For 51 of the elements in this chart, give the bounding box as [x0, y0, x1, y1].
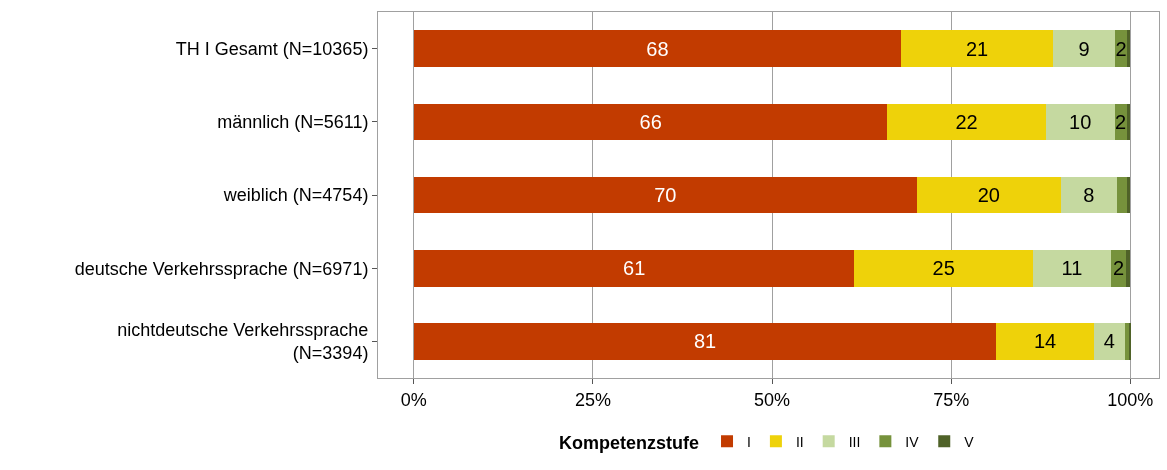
data-label: 2: [1115, 37, 1127, 60]
bar: [413, 30, 902, 67]
data-label: 68: [646, 37, 669, 60]
data-label: 70: [654, 184, 677, 206]
bar: [1093, 323, 1125, 360]
x-tick-label: 0%: [400, 389, 427, 410]
data-label: 11: [1061, 257, 1083, 280]
bar: [413, 249, 855, 287]
data-label: 8: [1083, 184, 1095, 206]
x-tick-label: 25%: [574, 389, 611, 410]
data-label: 4: [1103, 330, 1115, 353]
legend-label: I: [747, 433, 751, 450]
bar: [1052, 30, 1116, 67]
data-label: 9: [1078, 37, 1090, 60]
data-label: 10: [1069, 110, 1092, 133]
data-label: 22: [955, 110, 978, 133]
y-tick-label: nichtdeutsche Verkehrssprache (N=3394): [117, 320, 369, 364]
bar: [413, 103, 888, 141]
data-label: 81: [693, 330, 717, 353]
data-label: 20: [977, 184, 1000, 206]
data-label: 2: [1112, 257, 1125, 280]
bar: [1116, 176, 1127, 214]
y-tick-label: weiblich (N=4754): [222, 185, 369, 206]
x-tick-label: 50%: [754, 389, 791, 410]
bar: [1045, 103, 1115, 141]
legend-label: IV: [905, 433, 920, 450]
bar: [901, 30, 1053, 67]
legend-label: II: [795, 433, 804, 450]
bar: [413, 176, 917, 214]
bar: [996, 323, 1094, 360]
x-tick-label: 75%: [933, 389, 970, 410]
bar: [1060, 176, 1117, 214]
bar: [1126, 249, 1131, 287]
data-label: 2: [1115, 110, 1127, 133]
bar: [1032, 249, 1111, 287]
y-tick-label: TH I Gesamt (N=10365): [175, 38, 369, 59]
bar: [916, 176, 1061, 214]
data-label: 66: [639, 110, 662, 133]
y-tick-label: männlich (N=5611): [217, 112, 369, 133]
y-tick-label: deutsche Verkehrssprache (N=6971): [74, 258, 369, 279]
bar: [887, 103, 1046, 141]
data-label: 14: [1033, 330, 1057, 353]
legend-title: Kompetenzstufe: [559, 432, 700, 453]
x-tick-label: 100%: [1107, 389, 1154, 410]
bar: [854, 249, 1033, 287]
bar: [413, 323, 997, 360]
data-label: 25: [932, 257, 955, 280]
data-label: 61: [623, 257, 646, 280]
legend-label: V: [964, 433, 975, 450]
data-label: 21: [965, 37, 989, 60]
legend-label: III: [848, 433, 861, 450]
